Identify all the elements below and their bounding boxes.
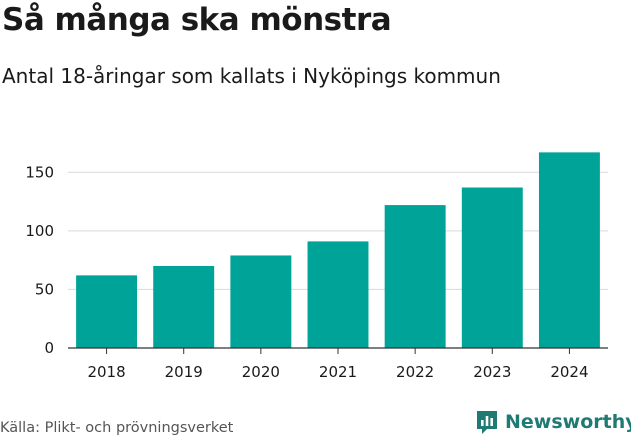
newsworthy-logo[interactable]: Newsworthy bbox=[475, 409, 631, 435]
bar bbox=[153, 266, 215, 348]
source-note: Källa: Plikt- och prövningsverket bbox=[0, 420, 234, 436]
bar-chart: 0 50 100 150 2018 2019 2020 2021 2022 2023 2024 bbox=[25, 152, 608, 381]
x-tick-label: 2020 bbox=[242, 363, 280, 381]
chart-subtitle: Antal 18-åringar som kallats i Nyköpings… bbox=[2, 64, 501, 88]
y-tick-label: 0 bbox=[44, 339, 54, 357]
newsworthy-logo-icon bbox=[477, 411, 497, 434]
chart-title: Så många ska mönstra bbox=[2, 2, 392, 38]
x-tick-label: 2021 bbox=[319, 363, 357, 381]
bars bbox=[76, 152, 600, 348]
bar bbox=[230, 255, 292, 348]
bar bbox=[307, 241, 369, 348]
newsworthy-logo-text: Newsworthy bbox=[505, 411, 631, 433]
x-axis-ticks: 2018 2019 2020 2021 2022 2023 2024 bbox=[87, 348, 589, 381]
x-tick-label: 2024 bbox=[550, 363, 588, 381]
x-tick-label: 2018 bbox=[87, 363, 125, 381]
x-tick-label: 2019 bbox=[165, 363, 203, 381]
x-tick-label: 2022 bbox=[396, 363, 434, 381]
bar bbox=[461, 187, 523, 348]
y-axis-ticks: 0 50 100 150 bbox=[25, 163, 54, 357]
bar bbox=[76, 275, 138, 348]
y-tick-label: 50 bbox=[35, 280, 54, 298]
y-tick-label: 100 bbox=[25, 222, 54, 240]
x-tick-label: 2023 bbox=[473, 363, 511, 381]
bar bbox=[538, 152, 600, 348]
bar bbox=[384, 205, 446, 348]
y-tick-label: 150 bbox=[25, 163, 54, 181]
